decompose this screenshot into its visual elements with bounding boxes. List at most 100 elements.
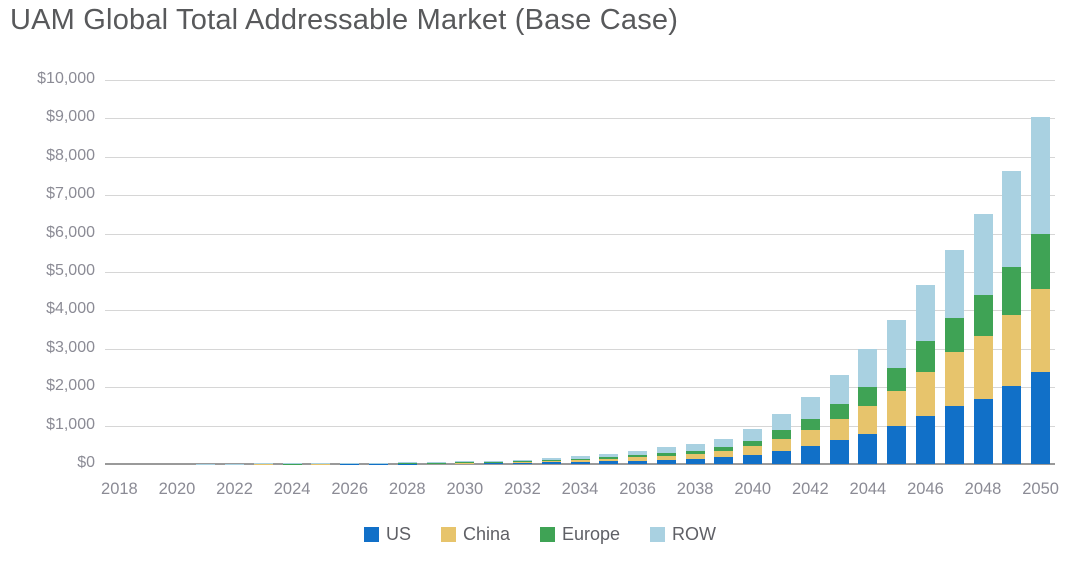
legend-label: US xyxy=(385,524,411,544)
y-axis-tick-label: $1,000 xyxy=(46,415,95,433)
x-axis-tick-label: 2022 xyxy=(216,480,253,498)
bar-segment-2042-us xyxy=(800,446,820,464)
bar-segment-2033-europe xyxy=(541,459,561,461)
bar-segment-2043-row xyxy=(829,374,849,405)
y-axis-tick-label: $10,000 xyxy=(37,70,95,87)
bar-segment-2034-us xyxy=(570,461,590,464)
gridline xyxy=(105,272,1055,273)
legend-swatch-icon xyxy=(650,527,666,542)
x-axis-tick-label: 2038 xyxy=(676,480,714,498)
bar-segment-2045-row xyxy=(887,319,907,368)
bar-segment-2039-us xyxy=(714,457,734,464)
bar-segment-2037-china xyxy=(656,455,676,460)
bar-segment-2028-row xyxy=(397,462,417,463)
bar-segment-2047-us xyxy=(944,405,964,464)
bar-segment-2044-china xyxy=(858,405,878,434)
legend-label: ROW xyxy=(672,524,717,544)
bar-segment-2043-china xyxy=(829,418,849,441)
x-axis-tick-label: 2018 xyxy=(101,480,138,498)
bar-segment-2035-europe xyxy=(599,457,619,459)
bar-segment-2050-row xyxy=(1031,116,1051,234)
bar-segment-2040-row xyxy=(743,429,763,441)
legend-swatch-icon xyxy=(363,527,379,542)
bar-segment-2039-row xyxy=(714,439,734,448)
x-axis-tick-label: 2036 xyxy=(619,480,656,498)
bar-segment-2048-china xyxy=(973,335,993,400)
bar-segment-2048-us xyxy=(973,399,993,464)
bar-segment-2030-us xyxy=(455,463,475,464)
bar-segment-2032-china xyxy=(512,461,532,463)
bar-segment-2033-us xyxy=(541,462,561,464)
bar-segment-2049-us xyxy=(1002,385,1022,464)
bar-segment-2031-us xyxy=(484,463,504,464)
gridline xyxy=(105,195,1055,197)
legend-label: China xyxy=(462,524,510,544)
bar-segment-2039-europe xyxy=(714,447,734,452)
bar-segment-2041-europe xyxy=(772,430,791,439)
bar-segment-2033-row xyxy=(541,457,561,460)
bar-segment-2037-us xyxy=(656,459,676,464)
x-axis-tick-label: 2042 xyxy=(791,480,829,498)
bar-segment-2036-us xyxy=(628,460,648,464)
bar-segment-2046-row xyxy=(915,285,935,341)
bar-segment-2034-row xyxy=(570,455,590,459)
x-axis-tick-label: 2024 xyxy=(273,480,311,498)
bar-segment-2042-europe xyxy=(800,419,820,430)
x-axis-tick-label: 2048 xyxy=(964,480,1002,498)
bar-segment-2029-us xyxy=(426,463,446,464)
gridline xyxy=(105,425,1055,427)
bar-segment-2050-us xyxy=(1031,371,1051,464)
legend-item-row: ROW xyxy=(650,524,716,545)
bar-segment-2031-row xyxy=(484,460,504,462)
legend-item-china: China xyxy=(440,524,510,545)
bar-segment-2040-europe xyxy=(743,440,763,447)
bar-segment-2036-europe xyxy=(628,455,648,458)
bar-segment-2034-europe xyxy=(570,458,590,460)
bar-segment-2044-us xyxy=(858,433,878,464)
bar-segment-2032-europe xyxy=(512,461,532,462)
bar-segment-2034-china xyxy=(570,459,590,462)
y-axis-tick-label: $0 xyxy=(77,454,95,471)
bar-segment-2036-china xyxy=(628,457,648,461)
bar-segment-2040-us xyxy=(743,454,763,464)
bar-segment-2041-us xyxy=(772,450,791,464)
chart-title: UAM Global Total Addressable Market (Bas… xyxy=(10,4,679,36)
x-axis-tick-label: 2044 xyxy=(849,480,887,498)
bar-segment-2035-row xyxy=(599,453,619,458)
bar-segment-2045-europe xyxy=(887,367,907,391)
y-axis-tick-label: $2,000 xyxy=(46,377,95,395)
bar-segment-2040-china xyxy=(743,446,763,455)
bar-segment-2043-us xyxy=(829,440,849,464)
y-axis-tick-label: $9,000 xyxy=(46,108,95,126)
bar-segment-2046-us xyxy=(915,415,935,464)
gridline xyxy=(105,233,1055,235)
bar-segment-2044-europe xyxy=(858,387,878,406)
x-axis-line xyxy=(105,463,1055,465)
bar-segment-2046-europe xyxy=(915,340,935,372)
bar-segment-2049-row xyxy=(1002,171,1022,267)
y-axis-tick-label: $6,000 xyxy=(46,223,95,241)
y-axis-tick-label: $3,000 xyxy=(46,338,95,356)
bar-segment-2043-europe xyxy=(829,404,849,419)
bar-segment-2039-china xyxy=(714,451,734,458)
gridline xyxy=(105,80,1055,81)
x-axis-tick-label: 2026 xyxy=(331,480,369,498)
bar-segment-2050-europe xyxy=(1031,233,1051,289)
y-axis-tick-label: $7,000 xyxy=(46,185,95,203)
bar-segment-2048-europe xyxy=(973,295,993,336)
legend-item-europe: Europe xyxy=(540,524,620,545)
bar-segment-2048-row xyxy=(973,213,993,296)
bar-segment-2032-row xyxy=(512,459,532,462)
bar-segment-2030-china xyxy=(455,462,475,464)
bar-segment-2045-china xyxy=(887,390,907,426)
bar-segment-2047-row xyxy=(944,250,964,318)
y-axis-tick-label: $5,000 xyxy=(46,262,95,279)
bar-segment-2044-row xyxy=(858,348,878,388)
gridline xyxy=(105,310,1055,312)
y-axis-tick-label: $4,000 xyxy=(46,300,95,318)
bar-segment-2049-europe xyxy=(1002,267,1022,316)
x-axis-tick-label: 2020 xyxy=(158,480,196,498)
y-axis-tick-label: $8,000 xyxy=(46,146,95,164)
bar-segment-2047-china xyxy=(944,352,964,406)
bar-segment-2030-row xyxy=(455,461,475,463)
